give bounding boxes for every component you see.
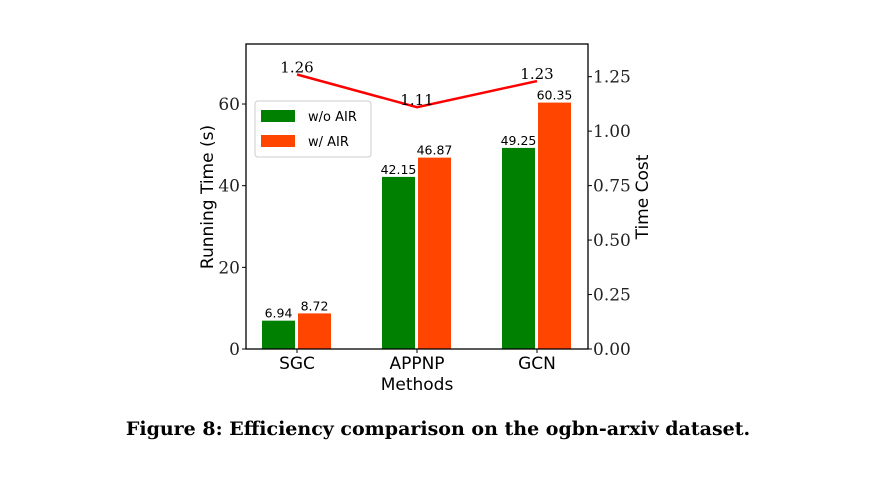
bar-appnp-1	[418, 157, 451, 349]
y-tick-label: 40	[218, 177, 240, 197]
y-axis-right-label: Time Cost	[633, 154, 653, 240]
line-data-label: 1.23	[520, 65, 553, 83]
bar-data-label: 60.35	[537, 88, 573, 103]
legend-label-wo-air: w/o AIR	[308, 110, 357, 125]
y-right-tick-label: 0.00	[593, 340, 631, 360]
legend: w/o AIR w/ AIR	[254, 100, 372, 158]
legend-swatch-wo-air	[261, 110, 295, 122]
right-axis: 0.00 0.25 0.50 0.75 1.00 1.25	[588, 68, 631, 360]
y-tick-label: 20	[218, 258, 240, 278]
bar-data-label: 46.87	[417, 143, 453, 158]
legend-label-w-air: w/ AIR	[308, 135, 349, 150]
y-right-tick-label: 1.00	[593, 122, 631, 142]
bars: 6.94 42.15 49.25 8.72 46.87 60.35	[262, 88, 572, 349]
figure-caption: Figure 8: Efficiency comparison on the o…	[125, 418, 751, 440]
x-axis: SGC APPNP GCN	[279, 349, 556, 374]
bar-gcn-0	[502, 147, 535, 349]
bar-data-label: 8.72	[301, 298, 329, 313]
y-right-tick-label: 0.25	[593, 286, 631, 306]
x-tick-label: GCN	[518, 354, 556, 374]
y-right-tick-label: 0.75	[593, 177, 631, 197]
bar-appnp-0	[382, 176, 415, 349]
y-right-tick-label: 1.25	[593, 68, 631, 88]
y-axis-label: Running Time (s)	[198, 125, 218, 269]
y-tick-label: 60	[218, 95, 240, 115]
bar-gcn-1	[538, 102, 571, 349]
y-right-tick-label: 0.50	[593, 231, 631, 251]
bar-data-label: 49.25	[501, 133, 537, 148]
legend-swatch-w-air	[261, 135, 295, 147]
x-axis-label: Methods	[381, 375, 454, 395]
left-axis: 0 20 40 60	[218, 95, 246, 360]
y-tick-label: 0	[229, 340, 240, 360]
line-data-label: 1.11	[400, 91, 433, 109]
bar-sgc-0	[262, 320, 295, 349]
x-tick-label: APPNP	[389, 354, 444, 374]
x-tick-label: SGC	[279, 354, 315, 374]
bar-data-label: 42.15	[381, 162, 417, 177]
bar-sgc-1	[298, 313, 331, 349]
line-data-label: 1.26	[280, 59, 313, 77]
time-cost-polyline	[296, 73, 538, 109]
time-cost-line: 1.26 1.11 1.23	[280, 59, 553, 110]
bar-data-label: 6.94	[265, 306, 293, 321]
